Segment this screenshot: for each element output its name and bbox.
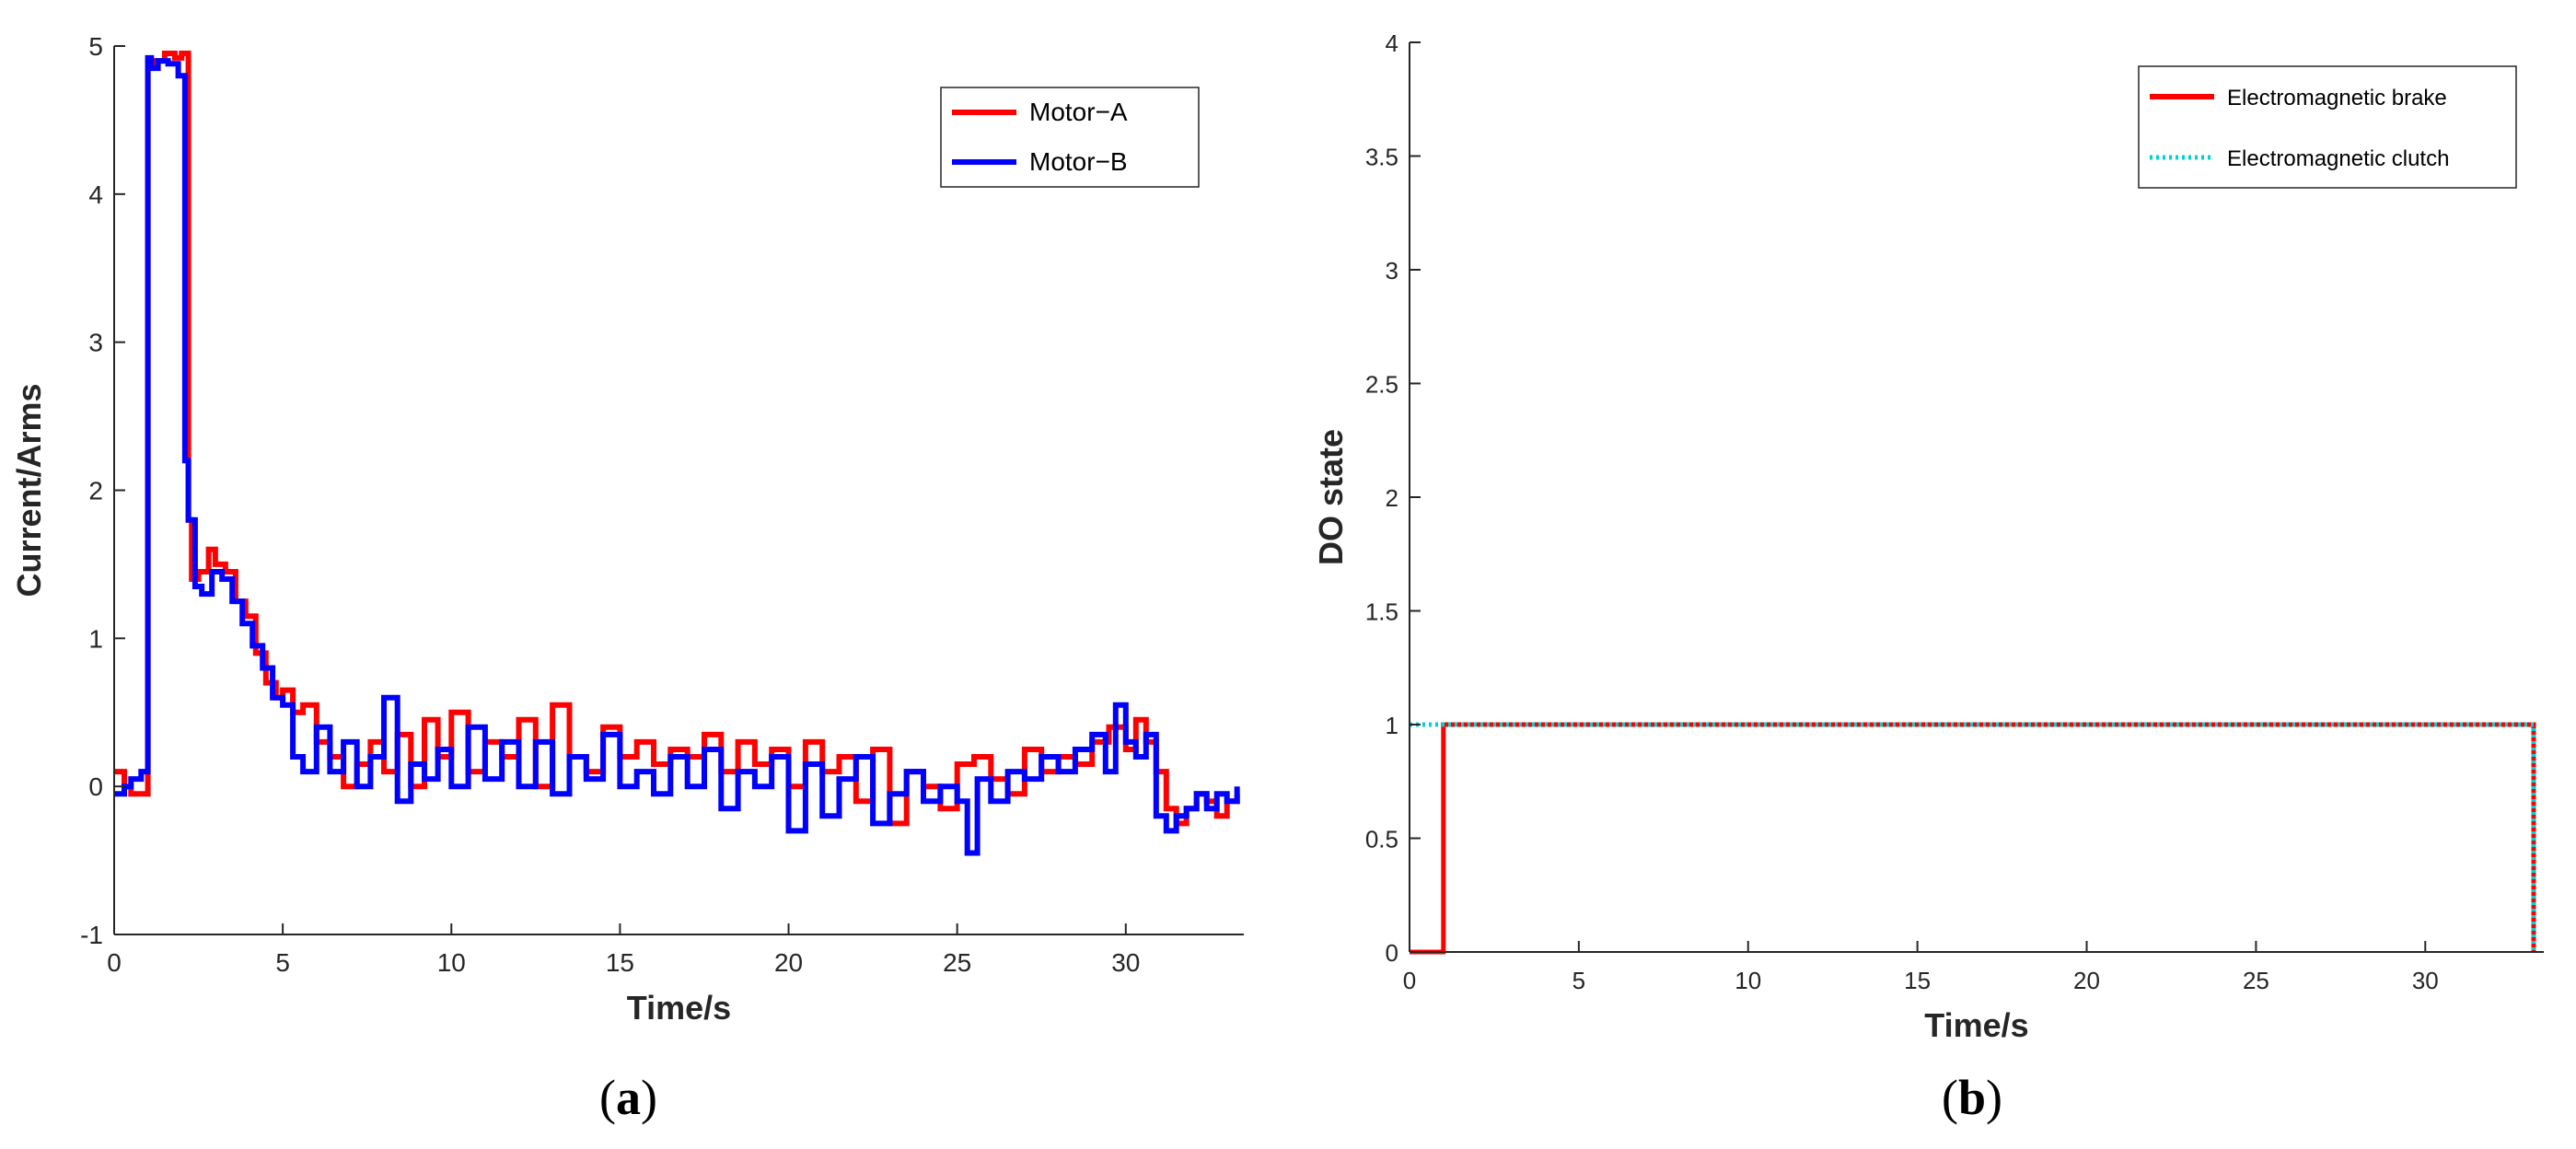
legend-box — [2138, 65, 2517, 189]
y-axis-label: DO state — [1312, 429, 1350, 565]
x-tick-label: 10 — [1735, 967, 1761, 994]
y-tick-label: 2.5 — [1365, 371, 1398, 399]
panel-caption: (b) — [1942, 1070, 2002, 1125]
series-line-electromagnetic-clutch — [1410, 722, 2536, 952]
legend-entry-label: Electromagnetic brake — [2227, 86, 2447, 110]
legend-entry-label: Motor−A — [1029, 98, 1128, 126]
x-tick-label: 5 — [275, 948, 290, 977]
y-tick-label: 3 — [88, 329, 103, 357]
plot-area — [1410, 42, 2544, 952]
panel-caption: (a) — [599, 1070, 657, 1125]
legend-entry-label: Motor−B — [1029, 147, 1128, 176]
y-tick-label: 2 — [88, 477, 103, 505]
x-axis-label: Time/s — [627, 989, 731, 1027]
y-tick-label: 3.5 — [1365, 144, 1398, 171]
x-tick-label: 25 — [2243, 967, 2269, 994]
x-tick-label: 10 — [437, 948, 466, 977]
y-tick-label: 5 — [88, 32, 103, 61]
y-tick-label: 3 — [1386, 257, 1398, 284]
y-tick-label: 4 — [88, 180, 103, 209]
panel-a-current-chart: 0 5 10 15 20 25 30-1012345Time/sCurrent/ArmsMo… — [10, 32, 1244, 1125]
plot-area — [114, 46, 1244, 934]
x-tick-label: 0 — [107, 948, 122, 977]
y-tick-label: 1 — [88, 624, 103, 653]
x-axis-label: Time/s — [1924, 1006, 2028, 1044]
y-tick-label: 0 — [88, 772, 103, 801]
legend-box — [940, 87, 1200, 188]
y-tick-label: 0.5 — [1365, 826, 1398, 853]
y-tick-label: 4 — [1386, 29, 1398, 57]
x-tick-label: 30 — [1111, 948, 1140, 977]
y-tick-label: 2 — [1386, 484, 1398, 512]
x-tick-label: 15 — [606, 948, 634, 977]
y-tick-label: 1.5 — [1365, 598, 1398, 626]
legend-entry-label: Electromagnetic clutch — [2227, 146, 2449, 171]
y-tick-label: -1 — [80, 921, 103, 949]
x-tick-label: 20 — [2073, 967, 2100, 994]
x-tick-label: 0 — [1403, 967, 1416, 994]
y-tick-label: 0 — [1386, 939, 1398, 967]
x-tick-label: 20 — [774, 948, 803, 977]
y-tick-label: 1 — [1386, 712, 1398, 739]
x-tick-label: 25 — [943, 948, 971, 977]
x-tick-label: 30 — [2412, 967, 2439, 994]
legend: Electromagnetic brake Electromagnetic clu… — [2138, 65, 2517, 189]
x-tick-label: 15 — [1904, 967, 1931, 994]
legend: Motor−A Motor−B — [940, 87, 1200, 188]
panel-b-do-state-chart: 0 5 10 15 20 25 30 0 0.5 1 1.5 2 2.5 3 3.5 4 Time/s DO st… — [1312, 29, 2544, 1125]
y-axis-label: Current/Arms — [10, 383, 48, 597]
x-tick-label: 5 — [1572, 967, 1585, 994]
series-line-motor-b — [114, 54, 1240, 856]
